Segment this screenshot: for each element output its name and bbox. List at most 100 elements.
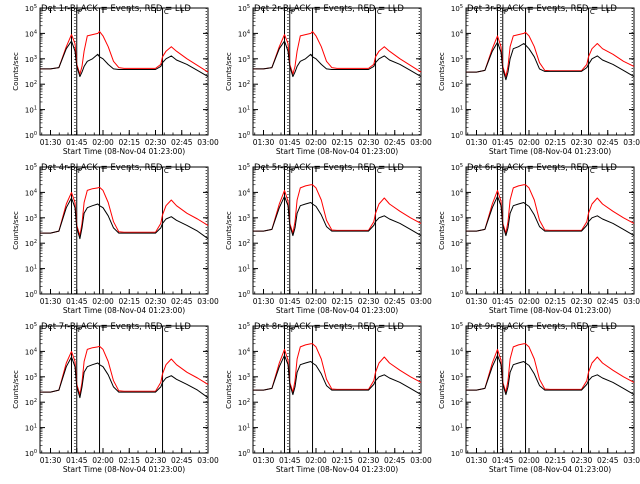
x-tick-label: 02:00 — [92, 456, 114, 465]
y-tick-label: 102 — [25, 398, 37, 407]
x-tick-label: 01:45 — [492, 456, 514, 465]
x-tick-label: 02:00 — [518, 456, 540, 465]
plot-frame — [465, 166, 635, 295]
marker-flag-label: F — [78, 167, 82, 175]
x-tick-label: 01:30 — [253, 456, 275, 465]
y-axis-label: Counts/sec — [12, 52, 20, 91]
x-tick-label: 03:00 — [410, 138, 432, 147]
x-tick-label: 02:15 — [331, 297, 353, 306]
x-tick-label: 02:30 — [358, 456, 380, 465]
x-tick-label: 01:30 — [466, 297, 488, 306]
series-events-line — [40, 197, 209, 240]
y-tick-label: 104 — [451, 347, 463, 356]
y-tick-label: 100 — [451, 131, 463, 140]
x-axis-label: Start Time (08-Nov-04 01:23:00) — [63, 465, 185, 474]
chart-panel: 01:30 01:45 02:00 02:15 02:30 02:45 03:00 100 10… — [12, 322, 219, 474]
y-tick-label: 104 — [238, 29, 250, 38]
x-tick-label: 02:15 — [118, 138, 140, 147]
series-lld-line — [40, 345, 209, 396]
y-tick-label: 105 — [25, 4, 37, 13]
plot-frame — [39, 325, 209, 454]
y-axis-label: Counts/sec — [225, 370, 233, 409]
y-tick-label: 103 — [451, 373, 463, 382]
x-tick-label: 02:00 — [518, 138, 540, 147]
x-tick-label: 02:00 — [518, 297, 540, 306]
chart-title: Det 3r-BLACK = Events, RED = LLD — [467, 4, 617, 14]
x-tick-label: 02:15 — [331, 138, 353, 147]
x-tick-label: 01:30 — [466, 138, 488, 147]
plot-frame — [252, 166, 422, 295]
y-tick-label: 102 — [451, 80, 463, 89]
series-lld-line — [40, 186, 209, 237]
y-tick-label: 100 — [451, 449, 463, 458]
y-tick-label: 102 — [25, 80, 37, 89]
y-tick-label: 103 — [238, 55, 250, 64]
marker-flag-label: C — [590, 326, 595, 334]
y-tick-label: 100 — [25, 131, 37, 140]
x-tick-label: 03:00 — [623, 456, 640, 465]
chart-panel: 01:30 01:45 02:00 02:15 02:30 02:45 03:00 100 10… — [438, 4, 640, 156]
x-tick-label: 02:45 — [171, 456, 193, 465]
chart-title: Det 6r-BLACK = Events, RED = LLD — [467, 163, 617, 173]
plot-frame — [465, 325, 635, 454]
chart-title: Det 8r-BLACK = Events, RED = LLD — [254, 322, 404, 332]
y-tick-label: 102 — [25, 239, 37, 248]
marker-flag-label: C — [590, 167, 595, 175]
x-tick-label: 02:30 — [571, 297, 593, 306]
y-tick-label: 105 — [238, 163, 250, 172]
chart-panel: 01:30 01:45 02:00 02:15 02:30 02:45 03:00 100 10… — [438, 163, 640, 315]
y-tick-label: 103 — [451, 214, 463, 223]
x-tick-label: 02:15 — [544, 138, 566, 147]
y-tick-label: 103 — [451, 55, 463, 64]
x-tick-label: 02:00 — [305, 297, 327, 306]
y-tick-label: 104 — [25, 188, 37, 197]
marker-flag-label: F — [78, 326, 82, 334]
series-lld-line — [253, 343, 422, 393]
x-tick-label: 03:00 — [197, 297, 219, 306]
y-tick-label: 101 — [451, 265, 463, 274]
marker-flag-label: C — [377, 8, 382, 16]
x-tick-label: 01:45 — [66, 138, 88, 147]
x-tick-label: 02:15 — [118, 297, 140, 306]
chart-title: Det 5r-BLACK = Events, RED = LLD — [254, 163, 404, 173]
x-tick-label: 01:45 — [66, 297, 88, 306]
x-tick-label: 02:30 — [571, 138, 593, 147]
x-axis-label: Start Time (08-Nov-04 01:23:00) — [489, 465, 611, 474]
marker-flag-label: F — [291, 167, 295, 175]
marker-flag-label: C — [164, 167, 169, 175]
x-tick-label: 02:15 — [544, 456, 566, 465]
x-tick-label: 02:15 — [544, 297, 566, 306]
y-tick-label: 101 — [25, 265, 37, 274]
x-tick-label: 01:45 — [279, 297, 301, 306]
plot-frame — [252, 325, 422, 454]
x-tick-label: 01:45 — [492, 297, 514, 306]
x-tick-label: 02:45 — [597, 138, 619, 147]
y-tick-label: 100 — [238, 449, 250, 458]
y-tick-label: 105 — [451, 4, 463, 13]
x-tick-label: 02:45 — [171, 138, 193, 147]
y-tick-label: 105 — [238, 322, 250, 331]
chart-title: Det 7r-BLACK = Events, RED = LLD — [41, 322, 191, 332]
y-tick-label: 104 — [451, 29, 463, 38]
x-tick-label: 03:00 — [197, 138, 219, 147]
y-tick-label: 105 — [451, 322, 463, 331]
y-tick-label: 104 — [451, 188, 463, 197]
y-tick-label: 101 — [25, 424, 37, 433]
y-tick-label: 102 — [451, 398, 463, 407]
x-tick-label: 01:30 — [253, 297, 275, 306]
marker-flag-label: F — [291, 326, 295, 334]
marker-flag-label: C — [377, 167, 382, 175]
series-lld-line — [466, 31, 635, 78]
y-tick-label: 104 — [25, 347, 37, 356]
x-tick-label: 01:30 — [253, 138, 275, 147]
y-axis-label: Counts/sec — [438, 211, 446, 250]
x-tick-label: 01:30 — [40, 456, 62, 465]
x-tick-label: 01:45 — [492, 138, 514, 147]
y-tick-label: 102 — [451, 239, 463, 248]
x-axis-label: Start Time (08-Nov-04 01:23:00) — [276, 465, 398, 474]
marker-flag-label: C — [377, 326, 382, 334]
x-tick-label: 02:30 — [145, 138, 167, 147]
x-tick-label: 03:00 — [623, 138, 640, 147]
y-axis-label: Counts/sec — [225, 52, 233, 91]
